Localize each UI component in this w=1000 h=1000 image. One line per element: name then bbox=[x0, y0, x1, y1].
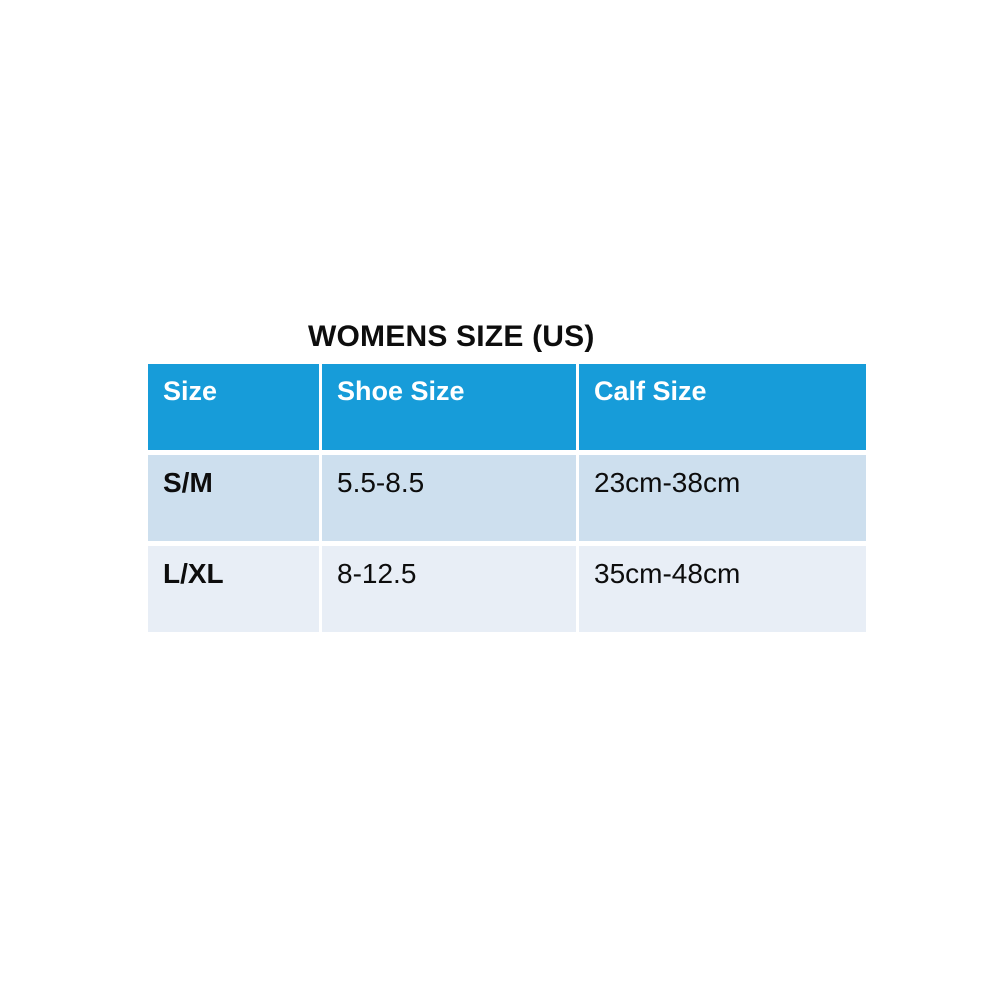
table-cell-size-sm: S/M bbox=[148, 455, 319, 541]
table-cell-calf-size-lxl: 35cm-48cm bbox=[579, 546, 866, 632]
size-table: Size Shoe Size Calf Size S/M 5.5-8.5 23c… bbox=[148, 364, 866, 632]
column-header-size: Size bbox=[148, 364, 319, 450]
column-header-calf-size: Calf Size bbox=[579, 364, 866, 450]
table-cell-calf-size-sm: 23cm-38cm bbox=[579, 455, 866, 541]
page-title: WOMENS SIZE (US) bbox=[308, 320, 595, 353]
table-cell-shoe-size-sm: 5.5-8.5 bbox=[322, 455, 576, 541]
table-cell-size-lxl: L/XL bbox=[148, 546, 319, 632]
table-cell-shoe-size-lxl: 8-12.5 bbox=[322, 546, 576, 632]
column-header-shoe-size: Shoe Size bbox=[322, 364, 576, 450]
